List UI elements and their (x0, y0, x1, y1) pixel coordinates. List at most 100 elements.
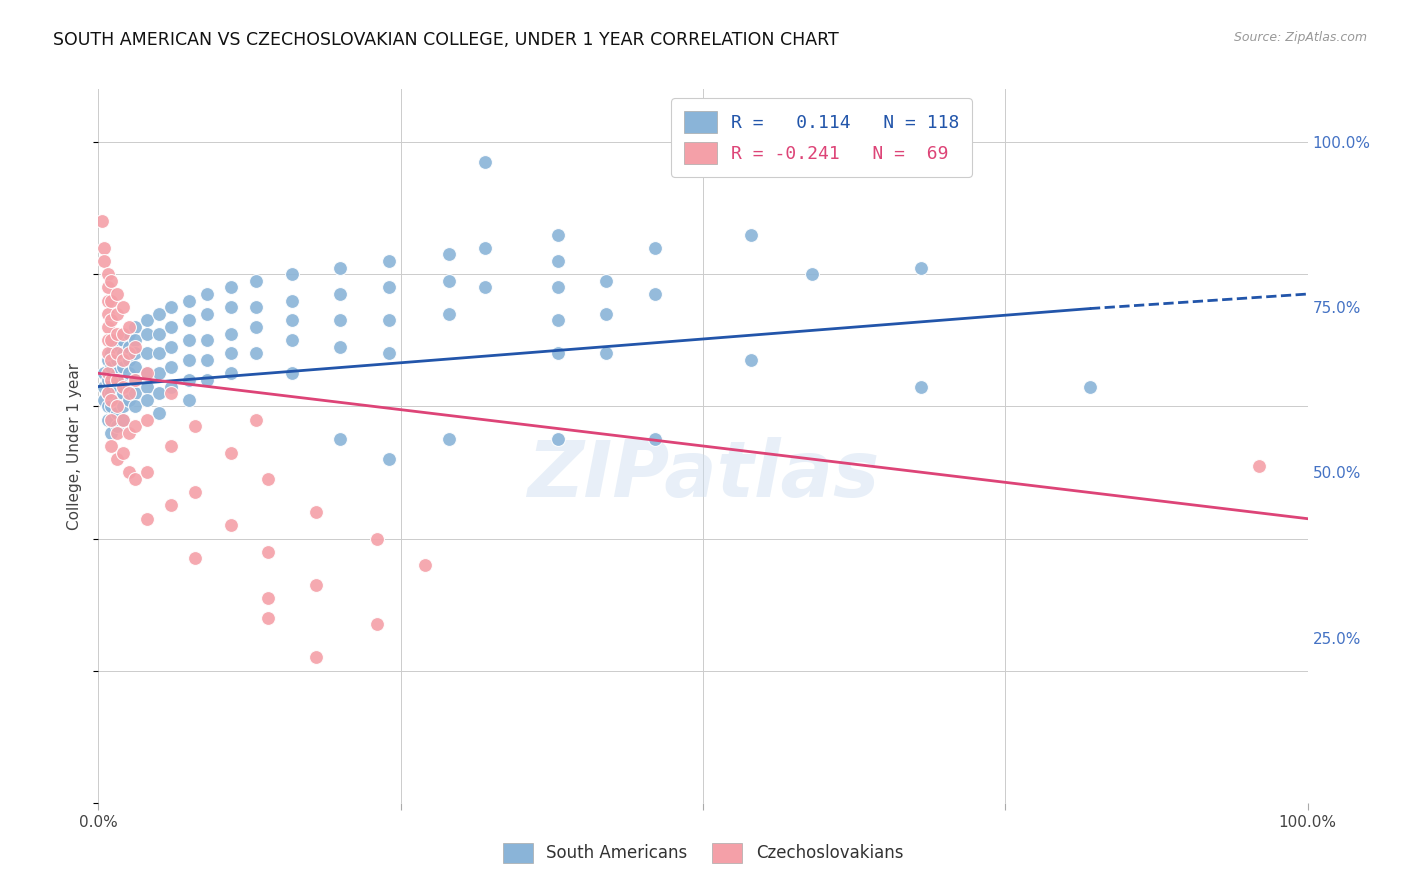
Point (184, 551, 207, 566)
Point (105, 326, 128, 341)
Point (111, 326, 134, 341)
Point (135, 313, 157, 327)
Point (474, 154, 496, 169)
Point (800, 267, 823, 281)
Point (100, 333, 122, 347)
Point (547, 254, 569, 268)
Point (135, 412, 157, 426)
Point (245, 274, 267, 288)
Text: ZIPatlas: ZIPatlas (527, 436, 879, 513)
Point (100, 439, 122, 453)
Point (100, 412, 122, 426)
Point (245, 412, 267, 426)
Point (377, 452, 399, 467)
Point (160, 300, 183, 314)
Point (644, 241, 666, 255)
Point (221, 445, 243, 459)
Point (118, 326, 141, 341)
Point (413, 558, 436, 572)
Point (91, 214, 114, 228)
Point (740, 353, 762, 368)
Point (595, 307, 617, 321)
Point (124, 373, 146, 387)
Point (118, 340, 141, 354)
Point (100, 346, 122, 360)
Point (135, 379, 157, 393)
Point (179, 313, 201, 327)
Point (97, 293, 120, 308)
Point (195, 353, 218, 368)
Point (148, 307, 170, 321)
Point (644, 287, 666, 301)
Point (195, 287, 218, 301)
Point (118, 320, 141, 334)
Point (135, 511, 157, 525)
Point (105, 287, 128, 301)
Point (105, 452, 128, 467)
Point (245, 300, 267, 314)
Point (105, 419, 128, 434)
Point (221, 326, 243, 341)
Point (111, 333, 134, 347)
Point (160, 439, 183, 453)
Point (910, 260, 932, 275)
Point (105, 367, 128, 381)
Point (179, 392, 201, 407)
Point (93, 367, 115, 381)
Point (111, 412, 134, 426)
Point (124, 472, 146, 486)
Point (105, 346, 128, 360)
Point (148, 386, 170, 401)
Point (148, 346, 170, 360)
Point (97, 353, 120, 368)
Point (124, 333, 146, 347)
Point (118, 425, 141, 440)
Point (105, 400, 128, 414)
Point (179, 373, 201, 387)
Point (100, 425, 122, 440)
Point (595, 274, 617, 288)
Point (366, 532, 388, 546)
Point (148, 367, 170, 381)
Point (281, 333, 304, 347)
Point (377, 346, 399, 360)
Point (111, 379, 134, 393)
Point (100, 313, 122, 327)
Point (97, 386, 120, 401)
Point (329, 287, 352, 301)
Point (256, 611, 278, 625)
Point (437, 247, 460, 261)
Point (118, 379, 141, 393)
Point (256, 545, 278, 559)
Point (547, 280, 569, 294)
Point (111, 353, 134, 368)
Point (547, 346, 569, 360)
Point (195, 307, 218, 321)
Point (437, 433, 460, 447)
Point (221, 367, 243, 381)
Point (111, 373, 134, 387)
Point (195, 373, 218, 387)
Point (377, 254, 399, 268)
Point (221, 518, 243, 533)
Point (97, 367, 120, 381)
Point (281, 367, 304, 381)
Point (377, 280, 399, 294)
Point (135, 367, 157, 381)
Point (93, 241, 115, 255)
Point (547, 313, 569, 327)
Point (124, 386, 146, 401)
Point (100, 359, 122, 374)
Point (179, 333, 201, 347)
Point (547, 433, 569, 447)
Point (148, 326, 170, 341)
Y-axis label: College, Under 1 year: College, Under 1 year (67, 362, 83, 530)
Point (329, 433, 352, 447)
Point (97, 320, 120, 334)
Point (124, 346, 146, 360)
Point (111, 300, 134, 314)
Point (474, 241, 496, 255)
Point (105, 307, 128, 321)
Point (97, 280, 120, 294)
Point (595, 346, 617, 360)
